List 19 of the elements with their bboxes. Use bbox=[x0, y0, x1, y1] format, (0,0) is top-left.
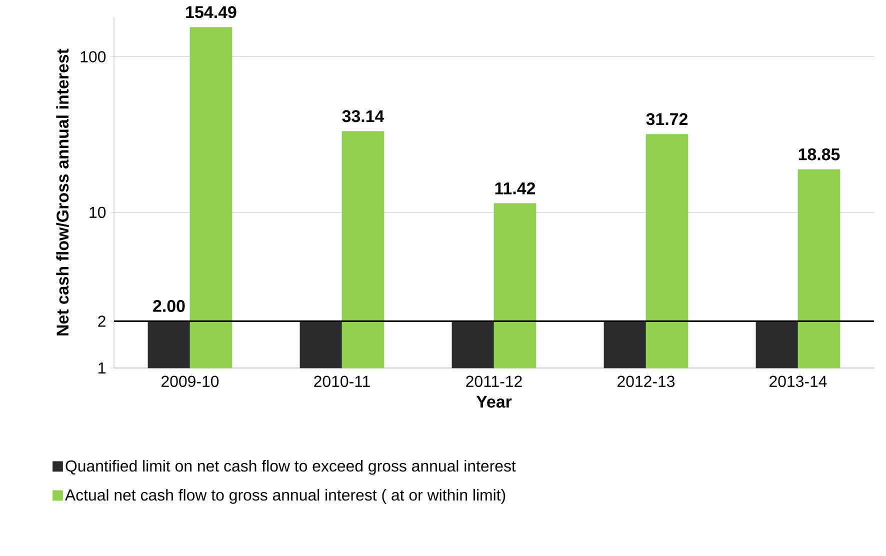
y-tick-label: 1 bbox=[98, 362, 106, 374]
x-tick-label: 2011-12 bbox=[466, 376, 522, 388]
x-tick-label: 2012-13 bbox=[618, 376, 675, 388]
data-label: 31.72 bbox=[646, 113, 688, 126]
x-axis-title: Year bbox=[476, 396, 512, 408]
data-label: 18.85 bbox=[798, 148, 840, 160]
legend-label: Quantified limit on net cash flow to exceed gross annual interest bbox=[66, 460, 516, 475]
data-label: 11.42 bbox=[495, 182, 536, 194]
data-label: 33.14 bbox=[342, 110, 384, 122]
y-tick-label: 10 bbox=[90, 206, 106, 218]
legend-label: Actual net cash flow to gross annual interest ( at or within limit) bbox=[65, 488, 506, 504]
x-tick-label: 2009-10 bbox=[162, 376, 219, 388]
x-tick-label: 2013-14 bbox=[770, 376, 827, 388]
y-tick-label: 100 bbox=[80, 51, 106, 62]
y-axis-title: Net cash flow/Gross annual interest bbox=[56, 48, 69, 336]
data-label: 2.00 bbox=[153, 300, 185, 312]
data-label: 154.49 bbox=[186, 6, 236, 18]
x-tick-label: 2010-11 bbox=[314, 376, 370, 388]
y-tick-label: 2 bbox=[98, 316, 106, 327]
